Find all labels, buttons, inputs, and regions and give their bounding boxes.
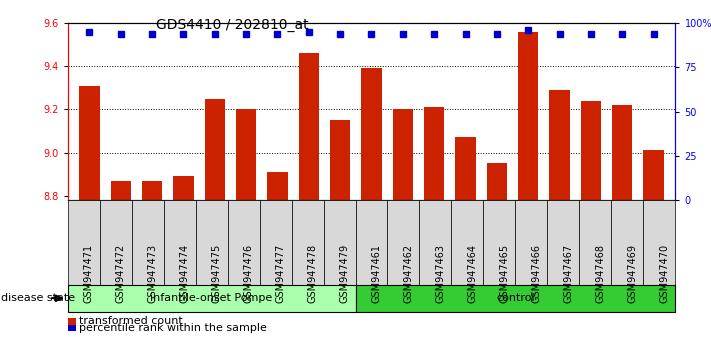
Text: GSM947475: GSM947475 bbox=[212, 244, 222, 303]
Text: GSM947461: GSM947461 bbox=[371, 244, 382, 303]
Text: GSM947462: GSM947462 bbox=[403, 244, 414, 303]
Bar bbox=[643, 150, 663, 200]
Bar bbox=[361, 68, 382, 200]
Bar bbox=[236, 109, 257, 200]
Bar bbox=[205, 98, 225, 200]
Text: percentile rank within the sample: percentile rank within the sample bbox=[79, 323, 267, 333]
Bar bbox=[455, 137, 476, 200]
Bar bbox=[80, 86, 100, 200]
Text: GSM947465: GSM947465 bbox=[499, 244, 510, 303]
Text: disease state: disease state bbox=[1, 293, 75, 303]
Text: transformed count: transformed count bbox=[79, 316, 183, 326]
Text: GSM947473: GSM947473 bbox=[148, 244, 158, 303]
Bar bbox=[299, 53, 319, 200]
Bar bbox=[111, 181, 131, 200]
Bar bbox=[424, 107, 444, 200]
Text: GDS4410 / 202810_at: GDS4410 / 202810_at bbox=[156, 18, 309, 32]
Text: GSM947479: GSM947479 bbox=[340, 244, 350, 303]
Bar bbox=[173, 176, 193, 200]
Text: GSM947469: GSM947469 bbox=[627, 244, 638, 303]
Bar bbox=[550, 90, 570, 200]
Bar bbox=[267, 172, 288, 200]
Text: infantile-onset Pompe: infantile-onset Pompe bbox=[151, 293, 272, 303]
Text: GSM947464: GSM947464 bbox=[468, 244, 478, 303]
Text: GSM947472: GSM947472 bbox=[115, 244, 126, 303]
Text: GSM947478: GSM947478 bbox=[308, 244, 318, 303]
Bar bbox=[612, 105, 632, 200]
Bar bbox=[330, 120, 351, 200]
Text: GSM947463: GSM947463 bbox=[435, 244, 446, 303]
Text: GSM947466: GSM947466 bbox=[531, 244, 542, 303]
Text: GSM947467: GSM947467 bbox=[563, 244, 574, 303]
Text: GSM947468: GSM947468 bbox=[596, 244, 606, 303]
Text: GSM947476: GSM947476 bbox=[243, 244, 254, 303]
Text: GSM947477: GSM947477 bbox=[276, 244, 286, 303]
Text: GSM947470: GSM947470 bbox=[659, 244, 670, 303]
Text: GSM947471: GSM947471 bbox=[84, 244, 94, 303]
Bar bbox=[142, 181, 162, 200]
Text: control: control bbox=[496, 293, 535, 303]
Bar bbox=[486, 163, 507, 200]
Bar bbox=[392, 109, 413, 200]
Text: GSM947474: GSM947474 bbox=[179, 244, 190, 303]
Bar bbox=[518, 32, 538, 200]
Bar bbox=[581, 101, 601, 200]
